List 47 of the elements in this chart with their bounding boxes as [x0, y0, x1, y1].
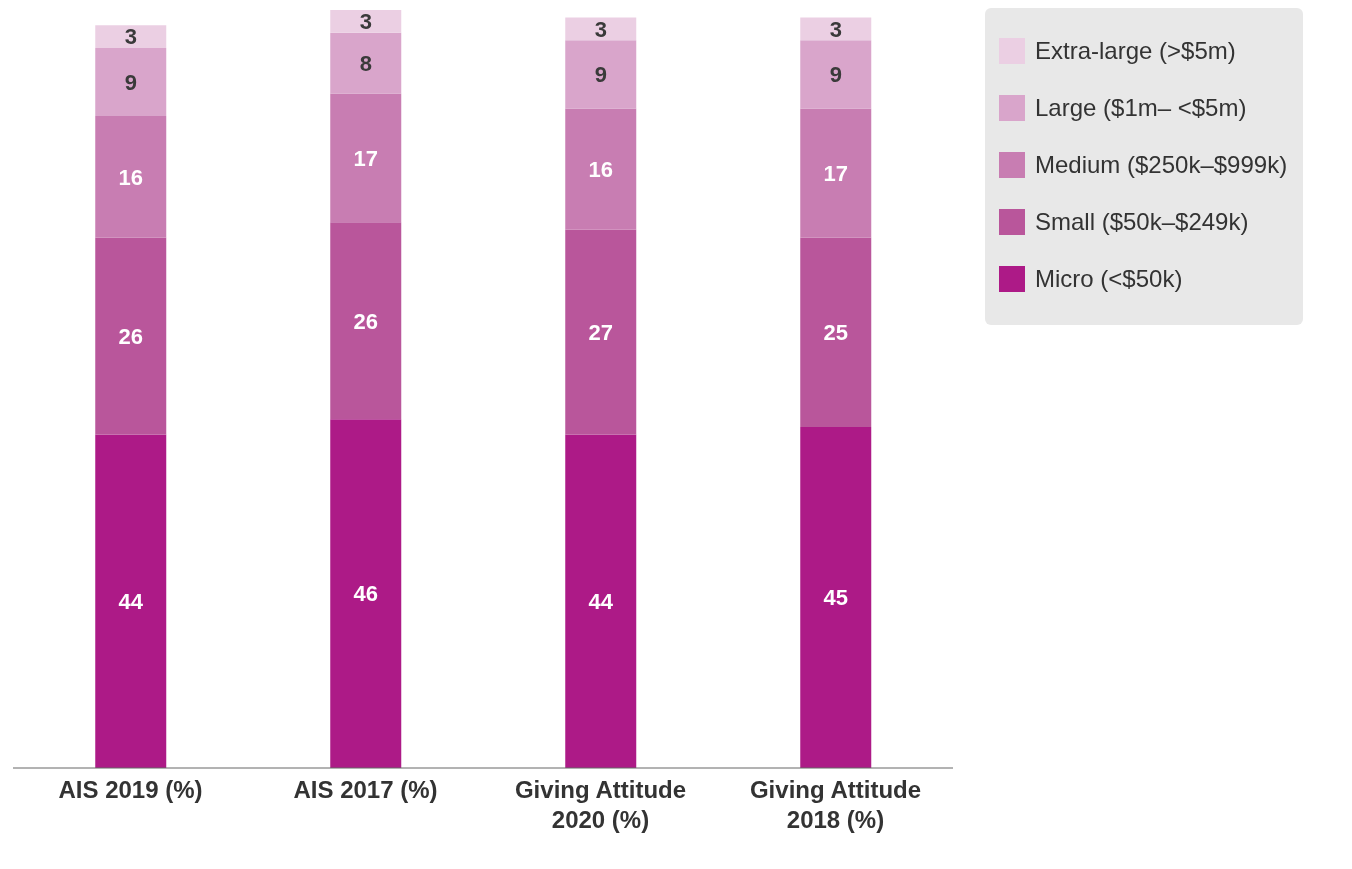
data-label: 8 — [359, 50, 372, 76]
data-label: 3 — [829, 16, 842, 42]
data-label: 16 — [588, 156, 613, 182]
bar — [565, 229, 637, 435]
bar — [330, 32, 402, 94]
bar — [95, 116, 167, 238]
data-label: 44 — [588, 589, 614, 615]
bar — [95, 237, 167, 435]
data-label: 3 — [594, 16, 607, 42]
bar — [330, 10, 402, 33]
x-tick-label: AIS 2019 (%) — [58, 776, 203, 803]
bar — [800, 237, 872, 427]
bar — [565, 40, 637, 109]
bar — [95, 25, 167, 48]
data-label: 9 — [594, 62, 607, 88]
data-label: 46 — [353, 581, 378, 607]
x-tick-label: AIS 2017 (%) — [293, 776, 438, 803]
data-label: 26 — [118, 323, 143, 349]
x-tick-label: Giving Attitude 2020 (%) — [514, 776, 687, 833]
data-label: 45 — [823, 585, 848, 611]
bar — [330, 419, 402, 768]
data-label: 17 — [823, 160, 848, 186]
data-label: 3 — [124, 24, 137, 50]
data-label: 25 — [823, 319, 848, 345]
x-tick-label: Giving Attitude 2018 (%) — [749, 776, 922, 833]
legend-label: Large ($1m– <$5m) — [1035, 93, 1247, 122]
data-label: 9 — [124, 69, 137, 95]
bar — [565, 434, 637, 768]
data-label: 17 — [353, 145, 378, 171]
bar — [95, 434, 167, 768]
bar — [800, 426, 872, 768]
legend-label: Micro (<$50k) — [1035, 264, 1183, 293]
bar — [565, 108, 637, 230]
legend-label: Extra-large (>$5m) — [1035, 36, 1236, 65]
legend-label: Small ($50k–$249k) — [1035, 207, 1249, 236]
data-label: 9 — [829, 62, 842, 88]
data-label: 26 — [353, 308, 378, 334]
data-label: 44 — [118, 589, 144, 615]
data-label: 3 — [359, 9, 372, 35]
bar — [330, 222, 402, 420]
legend-label: Medium ($250k–$999k) — [1035, 150, 1288, 179]
data-label: 16 — [118, 164, 143, 190]
bar — [330, 93, 402, 223]
data-label: 27 — [588, 319, 613, 345]
bar — [800, 108, 872, 238]
bar — [800, 40, 872, 109]
bar — [95, 47, 167, 117]
